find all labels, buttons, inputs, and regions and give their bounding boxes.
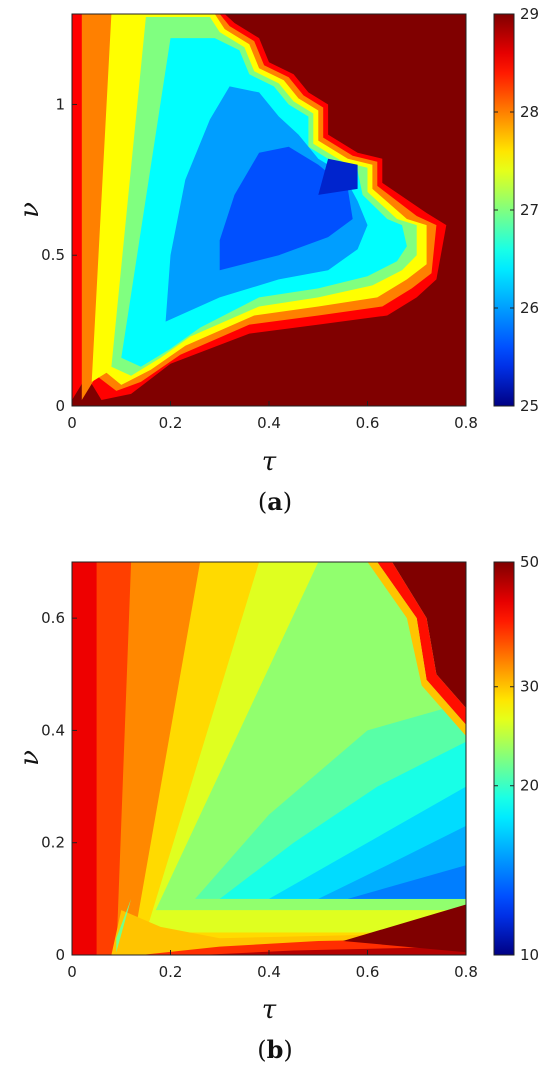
panel-a-y-tick-label-2: 1 (55, 95, 65, 113)
panel-a-x-tick-label-1: 0.2 (159, 414, 183, 432)
panel-a-contour-region-8 (318, 158, 358, 195)
panel-a-plot (72, 14, 466, 406)
panel-b-plot (72, 562, 466, 955)
panel-b: 0 0.2 0.4 0.6 0.8 0 0.2 0.4 0.6 τ ν 10 20 30 50 (b… (15, 553, 539, 1064)
panel-a-x-ticks: 0 0.2 0.4 0.6 0.8 (67, 401, 478, 432)
panel-b-colorbar (494, 562, 514, 955)
panel-a-y-tick-label-1: 0.5 (41, 246, 65, 264)
panel-b-x-tick-label-0: 0 (67, 963, 77, 981)
panel-b-colorbar-tick-label-0: 10 (520, 946, 539, 964)
panel-b-x-tick-label-1: 0.2 (159, 963, 183, 981)
panel-b-caption: (b) (257, 1035, 293, 1064)
panel-b-y-tick-label-3: 0.6 (41, 609, 65, 627)
panel-a-x-axis-label: τ (262, 447, 277, 477)
panel-b-contour-region-10 (347, 865, 466, 899)
panel-b-contour-region-17 (377, 562, 466, 725)
panel-a-colorbar-tick-label-1: 26 (520, 299, 539, 317)
panel-a-colorbar-tick-label-4: 29 (520, 5, 539, 23)
panel-a-x-tick-label-0: 0 (67, 414, 77, 432)
panel-b-x-axis-label: τ (262, 995, 277, 1025)
panel-b-colorbar-gradient (494, 562, 514, 955)
panel-a-colorbar-ticks: 25 26 27 28 29 (494, 5, 539, 415)
panel-a-y-axis-label: ν (15, 202, 45, 218)
panel-b-y-tick-label-2: 0.4 (41, 721, 65, 739)
panel-b-x-tick-label-4: 0.8 (454, 963, 478, 981)
panel-a-caption: (a) (258, 487, 292, 516)
panel-b-contour-region-18 (367, 562, 466, 736)
panel-b-y-tick-label-0: 0 (55, 946, 65, 964)
panel-a-x-tick-label-2: 0.4 (257, 414, 281, 432)
panel-a-colorbar-tick-label-3: 28 (520, 103, 539, 121)
panel-a-colorbar-tick-label-0: 25 (520, 397, 539, 415)
panel-b-contour-region-13 (200, 946, 466, 955)
panel-a-y-tick-label-0: 0 (55, 397, 65, 415)
panel-a-colorbar-tick-label-2: 27 (520, 201, 539, 219)
panel-a-y-ticks: 00.51 (41, 95, 77, 415)
panel-b-colorbar-tick-label-1: 20 (520, 777, 539, 795)
panel-a-contour-region-7 (219, 146, 353, 271)
panel-b-y-tick-label-1: 0.2 (41, 834, 65, 852)
panel-b-x-tick-label-2: 0.4 (257, 963, 281, 981)
panel-a-colorbar-gradient (494, 14, 514, 406)
panel-b-contour-region-14 (342, 904, 466, 953)
panel-a-colorbar (494, 14, 514, 406)
panel-b-colorbar-ticks: 10 20 30 50 (494, 553, 539, 964)
panel-b-colorbar-tick-label-3: 50 (520, 553, 539, 571)
panel-b-contour-region-16 (392, 562, 466, 708)
panel-b-contour-region-15 (116, 898, 132, 953)
panel-b-x-ticks: 0 0.2 0.4 0.6 0.8 (67, 950, 478, 981)
panel-b-colorbar-frame (493, 561, 515, 956)
panel-a-x-tick-label-4: 0.8 (454, 414, 478, 432)
panel-b-y-ticks: 0 0.2 0.4 0.6 (41, 609, 77, 964)
panel-b-colorbar-tick-label-2: 30 (520, 678, 539, 696)
panel-b-x-tick-label-3: 0.6 (356, 963, 380, 981)
panel-a-x-tick-label-3: 0.6 (356, 414, 380, 432)
panel-b-y-axis-label: ν (15, 750, 45, 766)
